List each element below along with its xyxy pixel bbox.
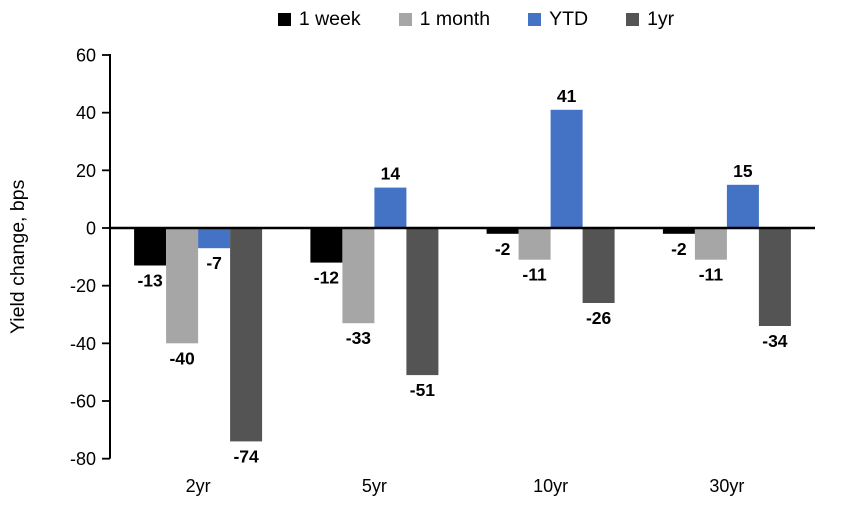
bar [726, 184, 759, 229]
y-tick-label: 60 [76, 46, 96, 66]
x-category-label: 10yr [533, 476, 568, 496]
bar [310, 228, 343, 263]
legend-label: 1 week [298, 8, 361, 30]
bar [342, 228, 375, 324]
bar [166, 228, 199, 344]
value-label: 15 [733, 161, 753, 181]
y-tick-label: -80 [70, 449, 96, 469]
value-label: -12 [314, 268, 340, 288]
y-tick-label: -60 [70, 392, 96, 412]
value-label: 14 [381, 164, 401, 184]
legend-item: 1yr [626, 8, 674, 31]
bar [662, 228, 695, 234]
value-label: -34 [762, 331, 788, 351]
legend-label: YTD [549, 8, 589, 30]
y-tick-label: 0 [86, 219, 96, 239]
value-label: -74 [233, 446, 259, 466]
bar [406, 228, 439, 376]
bar [694, 228, 727, 260]
y-tick-label: 20 [76, 161, 96, 181]
chart-legend: 1 week 1 month YTD 1yr [110, 8, 842, 31]
bar [486, 228, 519, 234]
x-category-label: 2yr [186, 476, 211, 496]
bar [134, 228, 167, 266]
legend-item: YTD [528, 8, 588, 31]
y-axis-title: Yield change, bps [7, 179, 29, 334]
value-label: -7 [206, 253, 222, 273]
value-label: 41 [557, 86, 577, 106]
legend-swatch-icon [528, 13, 542, 26]
bar [198, 228, 231, 249]
legend-label: 1 month [419, 8, 491, 30]
legend-item: 1 month [398, 8, 491, 31]
value-label: -26 [586, 308, 612, 328]
value-label: -2 [671, 239, 687, 259]
y-tick-label: -40 [70, 334, 96, 354]
value-label: -11 [522, 265, 547, 285]
value-label: -11 [699, 265, 724, 285]
legend-label: 1yr [647, 8, 675, 30]
bar [550, 109, 583, 228]
legend-swatch-icon [398, 13, 412, 26]
bar [374, 187, 407, 228]
bar [758, 228, 791, 326]
y-tick-label: -20 [70, 276, 96, 296]
bar [518, 228, 551, 260]
legend-swatch-icon [626, 13, 640, 26]
value-label: -40 [169, 348, 195, 368]
bar [582, 228, 615, 303]
x-category-label: 5yr [362, 476, 387, 496]
legend-swatch-icon [277, 13, 291, 26]
value-label: -33 [346, 328, 372, 348]
value-label: -2 [495, 239, 511, 259]
value-label: -13 [137, 271, 163, 291]
x-category-label: 30yr [709, 476, 744, 496]
bar [230, 228, 263, 442]
value-label: -51 [410, 380, 436, 400]
y-tick-label: 40 [76, 103, 96, 123]
legend-item: 1 week [277, 8, 361, 31]
